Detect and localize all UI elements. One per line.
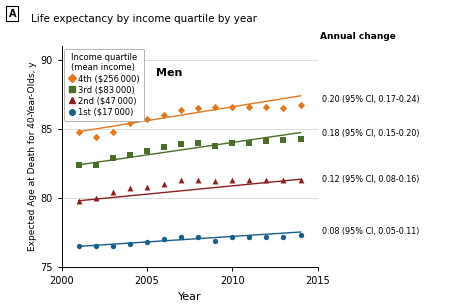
Legend: 4th ($256 000), 3rd ($83 000), 2nd ($47 000), 1st ($17 000): 4th ($256 000), 3rd ($83 000), 2nd ($47 … [64,49,144,121]
Point [194,106,202,111]
Text: A: A [9,9,16,19]
Point [211,238,219,243]
Point [211,143,219,148]
Point [143,149,151,154]
Point [177,142,185,146]
Point [246,234,253,239]
Point [177,234,185,239]
Point [246,178,253,183]
Point [263,178,270,183]
Point [92,162,100,167]
Point [228,178,236,183]
Point [75,162,82,167]
Point [177,107,185,112]
Point [75,244,82,249]
Point [246,104,253,109]
Text: Annual change: Annual change [320,32,396,41]
Text: 0.20 (95% CI, 0.17-0.24): 0.20 (95% CI, 0.17-0.24) [322,95,420,104]
Point [109,190,117,195]
Point [160,182,168,187]
Point [194,234,202,239]
Point [297,178,304,183]
Point [160,145,168,150]
Point [263,234,270,239]
Point [160,237,168,242]
Point [75,129,82,134]
Point [297,136,304,141]
Point [109,244,117,249]
Point [92,196,100,200]
Point [263,139,270,144]
Point [228,140,236,145]
Point [92,135,100,140]
Point [280,138,287,142]
Point [280,106,287,111]
Point [280,178,287,183]
Text: Men: Men [156,68,182,78]
Point [109,155,117,160]
Point [263,104,270,109]
Point [160,113,168,118]
Point [228,234,236,239]
X-axis label: Year: Year [178,292,201,302]
Point [297,103,304,108]
Point [126,121,134,126]
Point [109,129,117,134]
Point [126,186,134,191]
Point [143,240,151,245]
Y-axis label: Expected Age at Death for 40-Year-Olds, y: Expected Age at Death for 40-Year-Olds, … [28,62,37,251]
Point [246,140,253,145]
Text: 0.12 (95% CI, 0.08-0.16): 0.12 (95% CI, 0.08-0.16) [322,175,419,184]
Point [75,198,82,203]
Point [297,233,304,238]
Point [126,241,134,246]
Point [143,117,151,122]
Point [280,234,287,239]
Text: 0.08 (95% CI, 0.05-0.11): 0.08 (95% CI, 0.05-0.11) [322,227,419,236]
Point [211,179,219,184]
Point [177,178,185,183]
Point [228,104,236,109]
Point [211,104,219,109]
Text: Life expectancy by income quartile by year: Life expectancy by income quartile by ye… [31,14,257,24]
Point [194,178,202,183]
Point [92,244,100,249]
Point [194,140,202,145]
Text: 0.18 (95% CI, 0.15-0.20): 0.18 (95% CI, 0.15-0.20) [322,129,420,138]
Point [126,153,134,158]
Point [143,185,151,189]
